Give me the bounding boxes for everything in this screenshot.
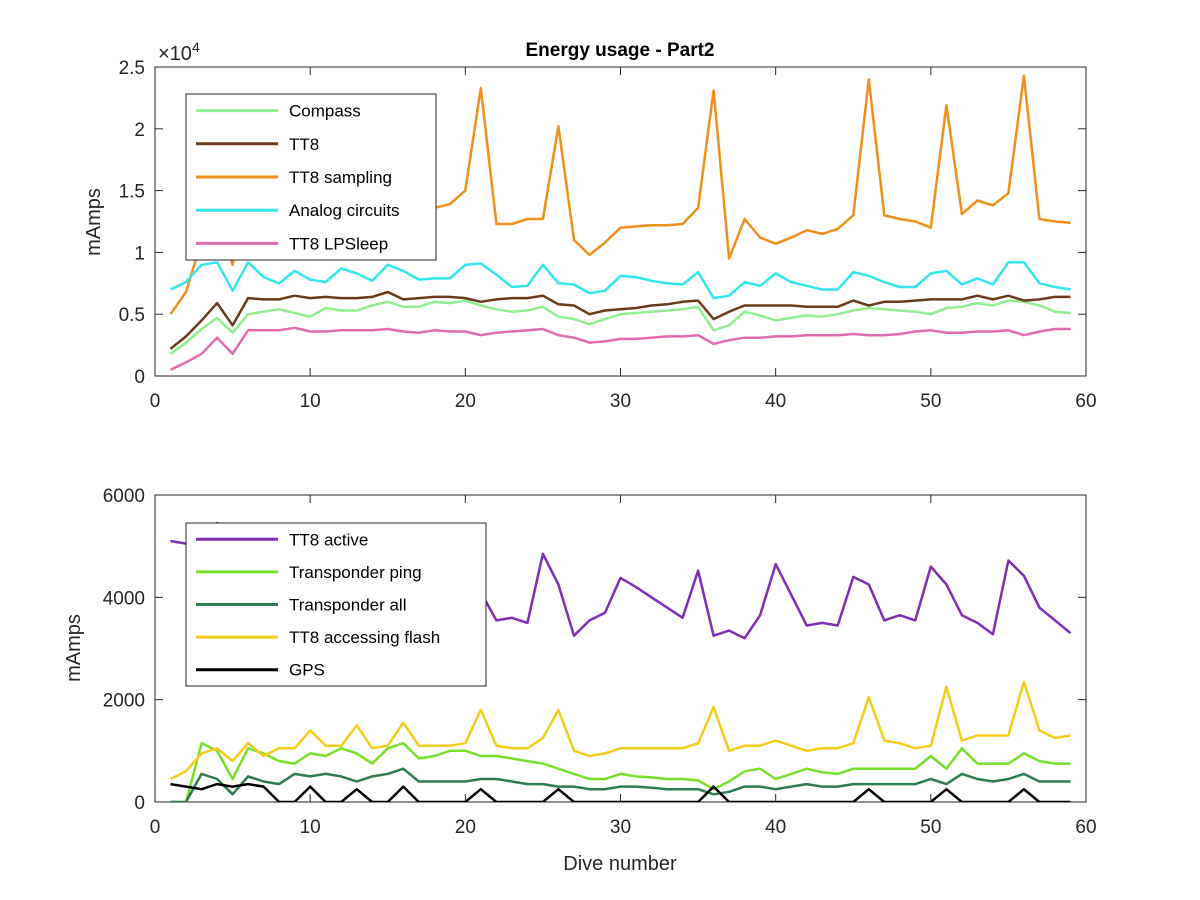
- exponent-label: ×104: [158, 39, 200, 65]
- legend-label-tt8: TT8: [289, 135, 319, 154]
- series-line-tt8-lpsleep: [169, 326, 1071, 371]
- y-tick-label: 0: [134, 367, 145, 388]
- legend-label-analog-circuits: Analog circuits: [289, 201, 400, 220]
- x-tick-label: 40: [765, 391, 786, 412]
- legend-label-transponder-ping: Transponder ping: [289, 563, 422, 582]
- x-tick-label: 50: [920, 391, 941, 412]
- series-line-tt8-accessing-flash: [169, 680, 1071, 781]
- tick-group: 0 10 20 30 40 50 60 0 0.5 1 1.5 2 2.5: [119, 58, 1097, 412]
- legend: TT8 active Transponder ping Transponder al…: [185, 522, 487, 687]
- series-line-analog-circuits: [169, 261, 1071, 300]
- series-line-transponder-all: [170, 767, 1071, 802]
- legend-label-transponder-all: Transponder all: [289, 596, 407, 615]
- y-axis-label: mAmps: [83, 188, 105, 256]
- bottom-panel: mAmps Dive number 0 10 20 30 40 50 60 0 2000 4000…: [63, 486, 1097, 875]
- legend-label-compass: Compass: [289, 102, 361, 121]
- x-tick-label: 30: [610, 817, 631, 838]
- legend-label-tt8-lpsleep: TT8 LPSleep: [289, 234, 388, 253]
- y-tick-label: 4000: [103, 588, 145, 609]
- y-tick-label: 6000: [103, 486, 145, 507]
- x-tick-label: 50: [920, 817, 941, 838]
- exponent-power: 4: [192, 39, 200, 55]
- legend-label-tt8-accessing-flash: TT8 accessing flash: [289, 628, 440, 647]
- legend-label-tt8-active: TT8 active: [289, 530, 368, 549]
- x-axis-label: Dive number: [563, 853, 677, 875]
- x-tick-label: 10: [300, 391, 321, 412]
- x-tick-label: 60: [1075, 817, 1096, 838]
- y-tick-label: 0.5: [119, 305, 145, 326]
- series-line-gps: [170, 782, 1071, 802]
- x-tick-label: 20: [455, 391, 476, 412]
- y-tick-label: 1: [134, 243, 145, 264]
- x-tick-label: 0: [150, 391, 161, 412]
- x-tick-label: 20: [455, 817, 476, 838]
- y-axis-label: mAmps: [63, 614, 85, 682]
- series-line-transponder-ping: [170, 741, 1071, 802]
- legend-label-tt8-sampling: TT8 sampling: [289, 168, 392, 187]
- y-tick-label: 2: [134, 120, 145, 141]
- y-tick-label: 2000: [103, 691, 145, 712]
- y-tick-label: 1.5: [119, 182, 145, 203]
- x-tick-label: 0: [150, 817, 161, 838]
- tick-group: 0 10 20 30 40 50 60 0 2000 4000 6000: [103, 486, 1097, 838]
- x-tick-label: 30: [610, 391, 631, 412]
- legend-label-gps: GPS: [289, 661, 325, 680]
- legend: Compass TT8 TT8 sampling Analog circuits TT8…: [185, 93, 437, 261]
- series-group: [169, 521, 1072, 802]
- chart-title: Energy usage - Part2: [525, 40, 714, 61]
- x-tick-label: 40: [765, 817, 786, 838]
- series-line-tt8: [169, 290, 1071, 350]
- x-tick-label: 10: [300, 817, 321, 838]
- y-tick-label: 2.5: [119, 58, 145, 79]
- top-panel: Energy usage - Part2 ×104 mAmps 0 10 20 30 4…: [83, 39, 1097, 412]
- y-tick-label: 0: [134, 793, 145, 814]
- x-tick-label: 60: [1075, 391, 1096, 412]
- series-line-compass: [169, 299, 1071, 355]
